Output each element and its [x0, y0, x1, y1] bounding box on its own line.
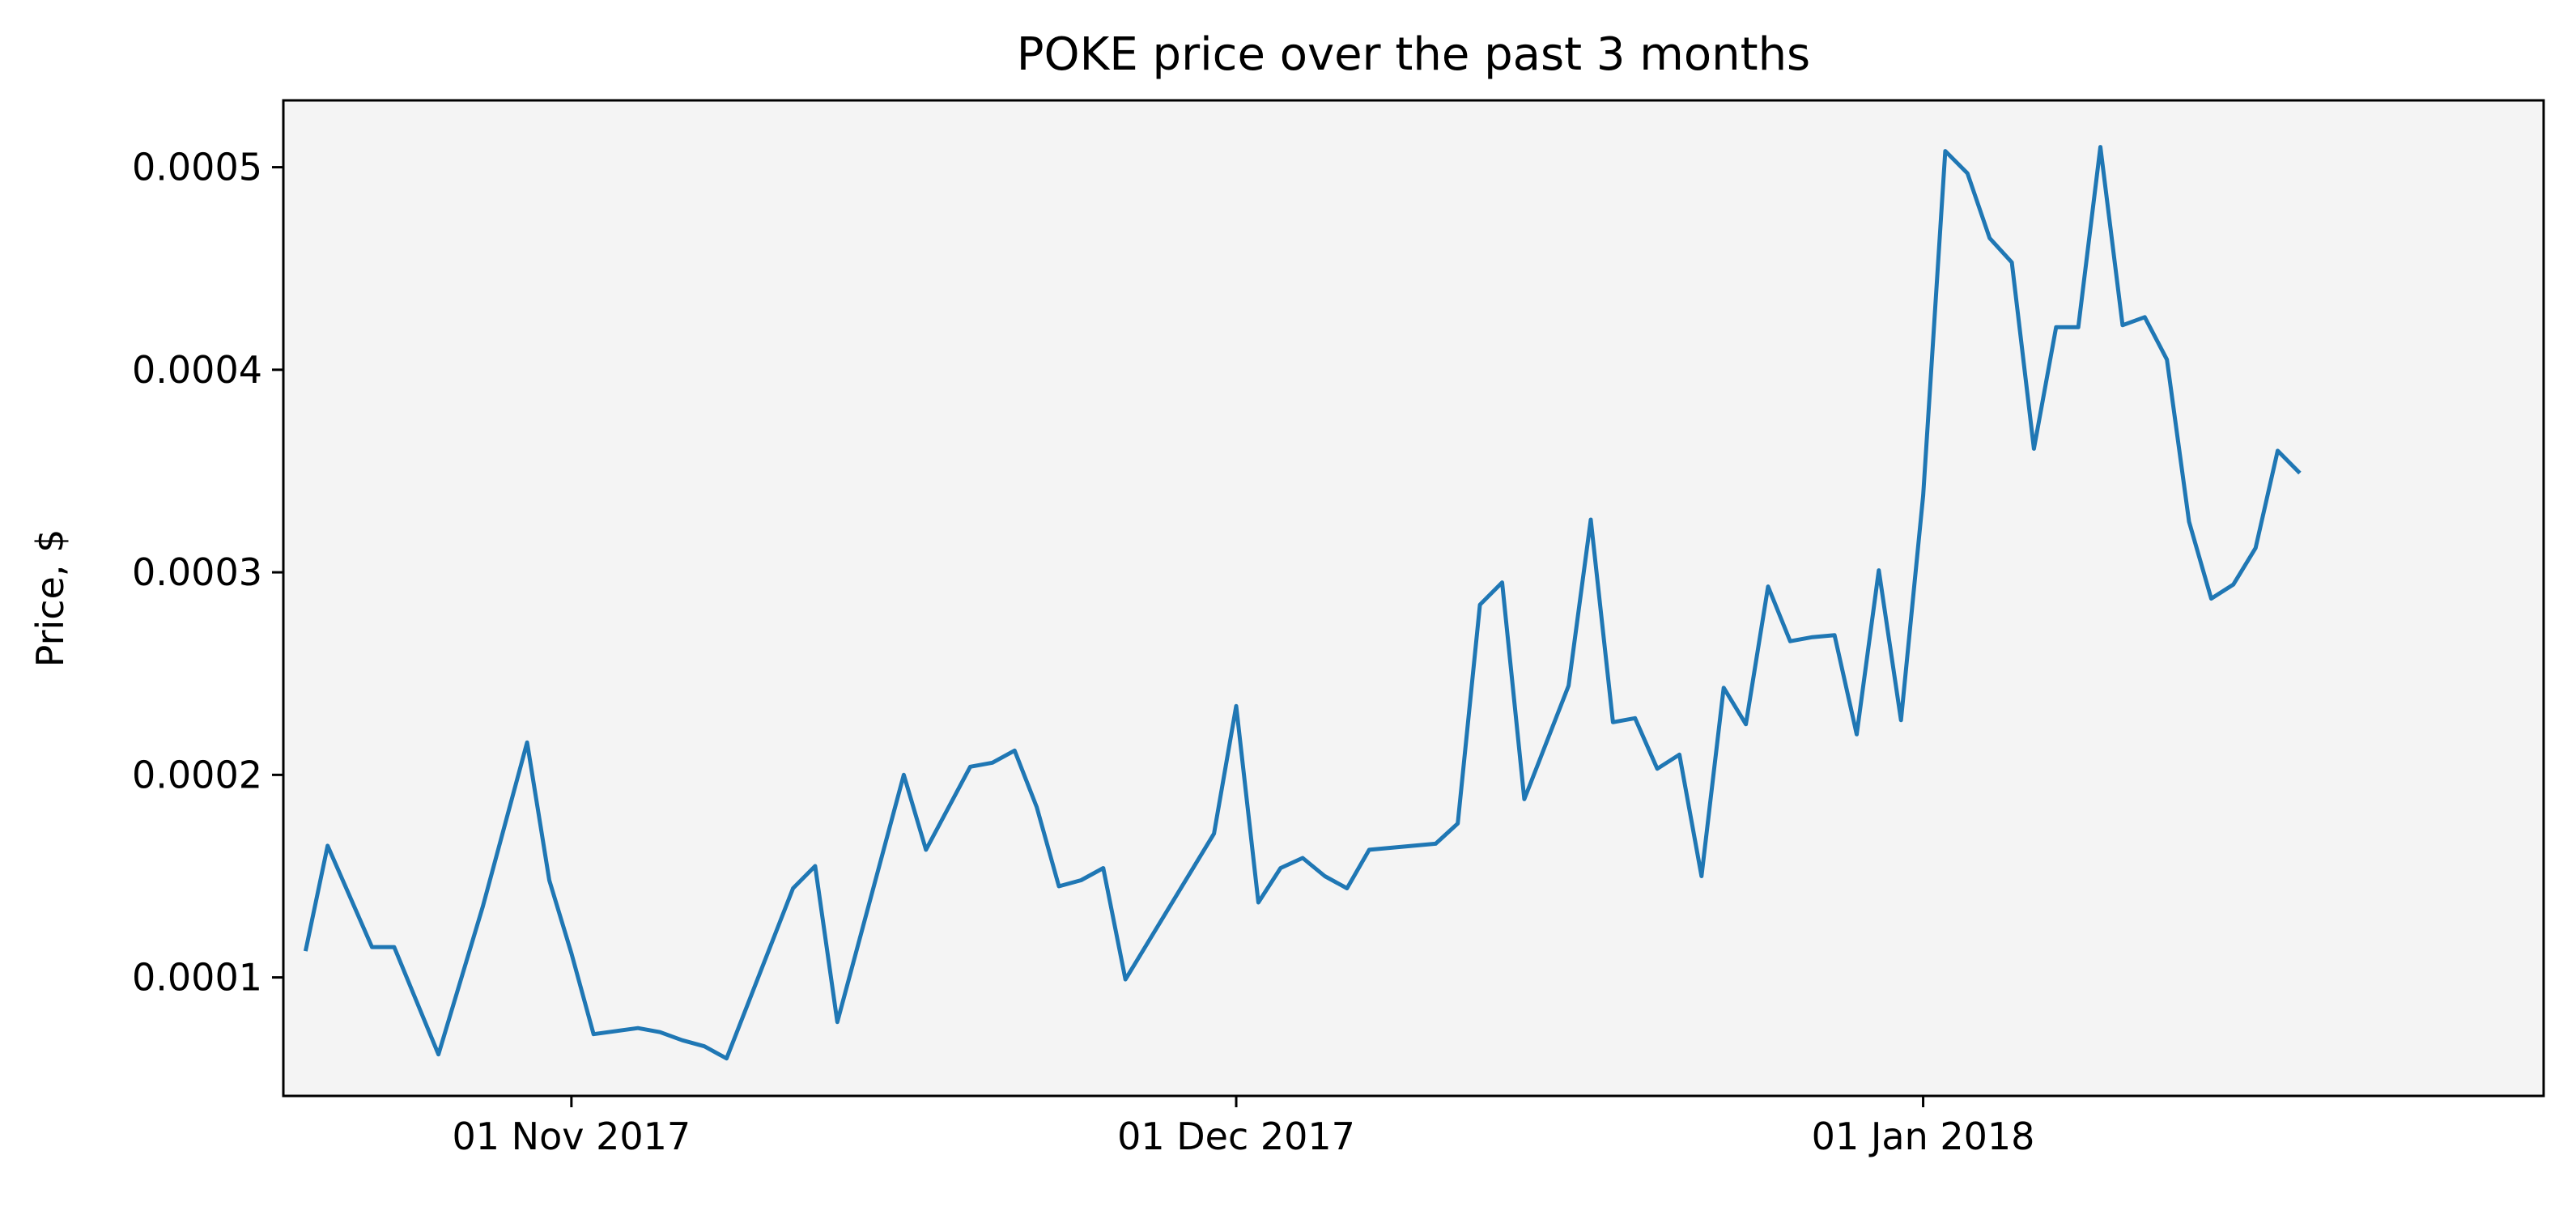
- y-tick-label: 0.0004: [132, 348, 262, 392]
- y-tick-label: 0.0003: [132, 550, 262, 594]
- y-axis: 0.0001 0.0002 0.0003 0.0004 0.0005: [132, 146, 283, 1000]
- x-tick-label: 01 Jan 2018: [1812, 1115, 2035, 1158]
- plot-area: [283, 100, 2544, 1096]
- x-axis: 01 Nov 2017 01 Dec 2017 01 Jan 2018: [453, 1096, 2035, 1158]
- price-series-line: [303, 145, 2302, 1061]
- y-tick-label: 0.0002: [132, 753, 262, 796]
- plot-frame: [282, 99, 2545, 1098]
- y-tick-label: 0.0001: [132, 956, 262, 1000]
- y-axis-label: Price, $: [28, 529, 72, 668]
- series-layer: [303, 145, 2302, 1061]
- chart-title: POKE price over the past 3 months: [1017, 28, 1810, 81]
- x-tick-label: 01 Dec 2017: [1117, 1115, 1355, 1158]
- y-tick-label: 0.0005: [132, 146, 262, 189]
- x-tick-label: 01 Nov 2017: [453, 1115, 691, 1158]
